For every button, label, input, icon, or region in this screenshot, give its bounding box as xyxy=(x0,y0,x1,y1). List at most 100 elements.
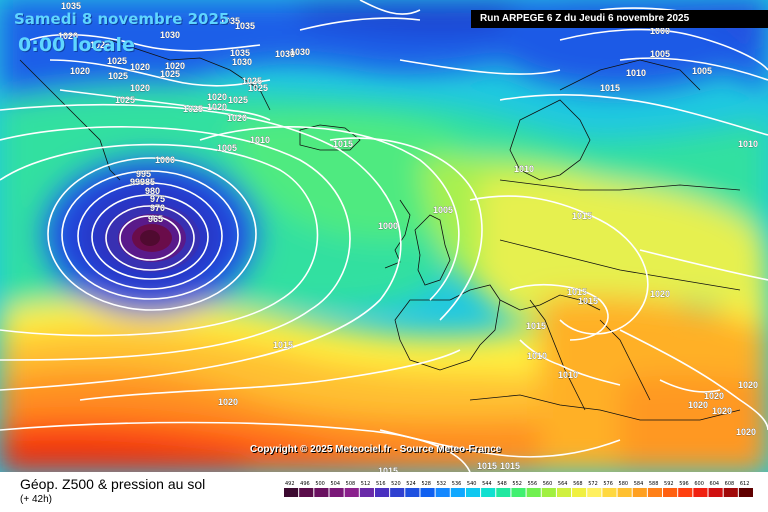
isobar-label: 1020 xyxy=(70,66,90,76)
legend-swatch xyxy=(465,488,481,497)
legend-tick: 516 xyxy=(376,481,386,487)
legend-swatch xyxy=(526,488,541,497)
isobar-label: 1035 xyxy=(61,1,81,11)
isobar-label: 1030 xyxy=(232,57,252,67)
legend-tick: 504 xyxy=(330,481,340,487)
legend-swatch xyxy=(541,488,556,497)
isobar-label: 1030 xyxy=(290,47,310,57)
legend-swatch xyxy=(723,488,738,497)
isobar-label: 1025 xyxy=(108,71,128,81)
isobar-label: 1015 xyxy=(378,466,398,472)
isobar-label: 1020 xyxy=(227,113,247,123)
legend-tick: 556 xyxy=(528,481,538,487)
isobar-label: 970 xyxy=(150,203,165,213)
isobar-label: 1025 xyxy=(242,76,262,86)
isobar-label: 1020 xyxy=(738,380,758,390)
isobar-label: 1010 xyxy=(738,139,758,149)
legend-tick: 572 xyxy=(588,481,598,487)
isobar-label: 1000 xyxy=(650,26,670,36)
isobar-label: 1020 xyxy=(736,427,756,437)
legend-tick: 584 xyxy=(634,481,644,487)
isobar-label: 985 xyxy=(140,177,155,187)
legend-tick: 576 xyxy=(603,481,613,487)
isobar-label: 1000 xyxy=(155,155,175,165)
legend-tick: 536 xyxy=(452,481,462,487)
isobar-label: 1020 xyxy=(165,61,185,71)
legend-swatch xyxy=(299,488,314,497)
isobar-label: 1020 xyxy=(58,31,78,41)
isobar-label: 1015 xyxy=(567,287,587,297)
legend-swatch xyxy=(647,488,663,497)
legend-swatch xyxy=(693,488,708,497)
isobar-label: 1020 xyxy=(207,102,227,112)
legend-swatch xyxy=(374,488,390,497)
legend-swatch xyxy=(556,488,572,497)
legend-swatch xyxy=(572,488,587,497)
legend-swatch xyxy=(738,488,753,497)
legend-tick: 608 xyxy=(725,481,735,487)
legend-tick: 580 xyxy=(619,481,629,487)
isobar-label: 1025 xyxy=(183,104,203,114)
isobar-label: 1025 xyxy=(107,56,127,66)
legend-swatch xyxy=(617,488,632,497)
isobar-label: 1020 xyxy=(650,289,670,299)
legend-swatch xyxy=(511,488,526,497)
legend-swatch xyxy=(420,488,435,497)
isobar-label: 1015 xyxy=(578,296,598,306)
isobar-label: 975 xyxy=(150,194,165,204)
isobar-label: 1020 xyxy=(130,83,150,93)
isobar-label: 995 xyxy=(136,169,151,179)
legend-swatch xyxy=(663,488,678,497)
color-scale-legend: 492 496 500 504 508 512 516 520 524 528 532 536 540 5… xyxy=(284,481,753,497)
legend-tick: 496 xyxy=(300,481,310,487)
forecast-lead-time: (+ 42h) xyxy=(20,494,52,505)
isobar-label: 1030 xyxy=(275,49,295,59)
valid-date-label: Samedi 8 novembre 2025 xyxy=(14,10,230,28)
isobar-label: 1025 xyxy=(90,40,110,50)
legend-tick: 492 xyxy=(285,481,295,487)
legend-tick: 500 xyxy=(315,481,325,487)
legend-tick: 520 xyxy=(391,481,401,487)
legend-tick: 600 xyxy=(694,481,704,487)
legend-swatch xyxy=(450,488,465,497)
legend-swatch xyxy=(481,488,496,497)
legend-swatch xyxy=(587,488,602,497)
isobar-label: 1005 xyxy=(650,49,670,59)
isobar-label: 1005 xyxy=(692,66,712,76)
isobar-label: 1005 xyxy=(217,143,237,153)
isobar-label: 1010 xyxy=(527,351,547,361)
isobar-label: 1015 xyxy=(526,321,546,331)
isobar-label: 1035 xyxy=(220,16,240,26)
isobar-label: 1025 xyxy=(228,95,248,105)
isobar-label: 1035 xyxy=(235,21,255,31)
legend-swatch xyxy=(284,488,299,497)
isobar-label: 1020 xyxy=(130,62,150,72)
legend-swatch xyxy=(405,488,420,497)
isobar-label: 1015 xyxy=(477,461,497,471)
legend-swatch xyxy=(496,488,511,497)
legend-swatch xyxy=(435,488,450,497)
map-title: Géop. Z500 & pression au sol xyxy=(20,476,206,492)
legend-swatches xyxy=(284,488,753,497)
isobar-label: 980 xyxy=(145,186,160,196)
run-info-label: Run ARPEGE 6 Z du Jeudi 6 novembre 2025 xyxy=(471,10,768,28)
legend-tick: 596 xyxy=(679,481,689,487)
isobar-label: 1020 xyxy=(712,406,732,416)
map-area: 1035 1035 1035 1030 1020 1025 1035 1030 1030 1030… xyxy=(0,0,768,472)
isobar-label: 1015 xyxy=(500,461,520,471)
legend-tick: 612 xyxy=(740,481,750,487)
legend-swatch xyxy=(344,488,359,497)
isobar-label: 1010 xyxy=(626,68,646,78)
isobar-label: 1030 xyxy=(160,30,180,40)
isobar-label: 1020 xyxy=(704,391,724,401)
legend-tick: 568 xyxy=(573,481,583,487)
legend-tick: 544 xyxy=(482,481,492,487)
legend-tick: 512 xyxy=(361,481,371,487)
isobar-label: 1020 xyxy=(218,397,238,407)
isobar-label: 1025 xyxy=(248,83,268,93)
isobar-label: 1035 xyxy=(230,48,250,58)
legend-tick: 592 xyxy=(664,481,674,487)
isobar-label: 1025 xyxy=(160,69,180,79)
